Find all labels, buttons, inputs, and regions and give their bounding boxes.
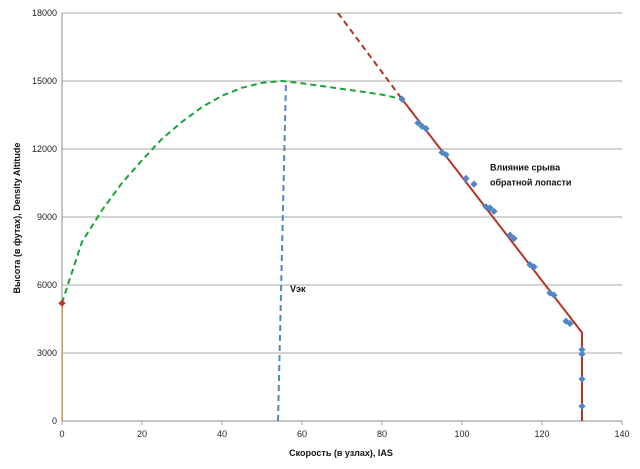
data-point — [470, 180, 478, 188]
data-point — [490, 207, 498, 215]
x-tick-label: 20 — [137, 429, 147, 439]
y-tick-label: 15000 — [32, 76, 57, 86]
x-tick-label: 100 — [454, 429, 469, 439]
data-point — [578, 402, 586, 410]
y-tick-label: 9000 — [37, 212, 57, 222]
data-point — [550, 291, 558, 299]
markers — [58, 95, 586, 410]
data-point — [486, 204, 494, 212]
series-line-0 — [62, 80, 403, 304]
x-tick-label: 140 — [614, 429, 629, 439]
data-point — [546, 289, 554, 297]
data-point — [510, 234, 518, 243]
data-point — [422, 125, 430, 133]
x-axis-title: Скорость (в узлах), IAS — [289, 448, 393, 458]
data-point — [578, 375, 586, 383]
series — [62, 13, 583, 421]
x-tick-label: 0 — [59, 429, 64, 439]
data-point — [578, 346, 586, 354]
series-line-3 — [337, 13, 403, 100]
labels: 0 3000 6000 9000 12000 15000 18000 0 20 40 60 80 100… — [32, 8, 630, 439]
data-point — [530, 263, 538, 271]
x-tick-label: 40 — [217, 429, 227, 439]
data-point — [414, 119, 422, 127]
data-point — [566, 319, 574, 328]
y-tick-label: 12000 — [32, 144, 57, 154]
x-tick-label: 120 — [534, 429, 549, 439]
data-point — [526, 261, 534, 269]
annotation-label: Влияние срыва — [490, 163, 561, 173]
data-point — [462, 174, 470, 183]
x-tick-label: 60 — [297, 429, 307, 439]
data-point — [398, 95, 406, 103]
data-point — [578, 350, 586, 358]
series-line-1 — [277, 80, 287, 421]
annotation-label: обратной лопасти — [490, 177, 571, 187]
data-point — [58, 299, 66, 307]
annotation-label: Vэк — [290, 284, 306, 294]
y-tick-label: 18000 — [32, 8, 57, 18]
y-tick-label: 0 — [52, 416, 57, 426]
y-tick-label: 6000 — [37, 280, 57, 290]
grid — [62, 12, 622, 422]
axes — [61, 13, 623, 425]
data-point — [442, 151, 450, 159]
x-tick-label: 80 — [377, 429, 387, 439]
y-axis-title: Высота (в футах), Density Altitude — [12, 143, 22, 294]
y-tick-label: 3000 — [37, 348, 57, 358]
data-point — [506, 231, 514, 239]
series-line-2 — [401, 98, 583, 421]
